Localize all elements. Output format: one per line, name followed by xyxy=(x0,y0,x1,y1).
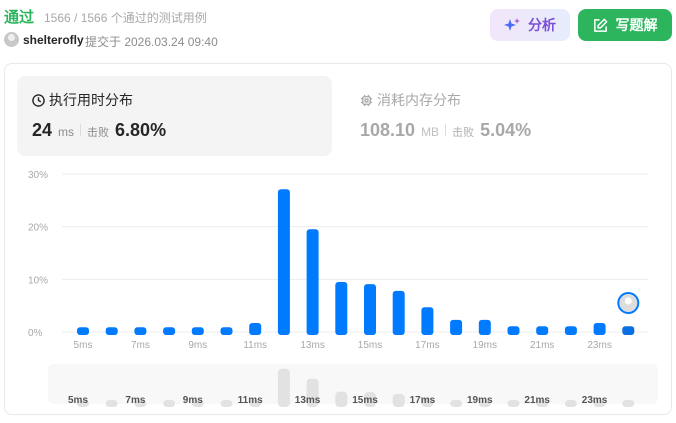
minimap-bar xyxy=(220,400,233,407)
bar xyxy=(191,327,204,335)
x-tick-label: 19ms xyxy=(473,340,497,351)
runtime-title: 执行用时分布 xyxy=(49,92,133,108)
x-tick-label: 23ms xyxy=(587,340,611,351)
minimap-bar xyxy=(249,400,262,407)
bar xyxy=(249,323,262,335)
minimap-bar xyxy=(163,400,176,407)
x-tick-label: 13ms xyxy=(300,340,324,351)
chart-range-slider[interactable] xyxy=(48,364,658,404)
analyze-label: 分析 xyxy=(528,17,556,33)
divider xyxy=(445,124,447,136)
memory-unit: MB xyxy=(421,125,440,139)
minimap-bar xyxy=(306,378,319,407)
bar xyxy=(507,326,520,335)
y-tick-label: 30% xyxy=(28,170,48,181)
x-tick-label: 15ms xyxy=(358,340,382,351)
y-tick-label: 0% xyxy=(28,328,43,339)
minimap-tick-label: 9ms xyxy=(183,395,203,406)
x-tick-label: 21ms xyxy=(530,340,554,351)
submitted-time: 提交于 2026.03.24 09:40 xyxy=(85,35,218,49)
write-solution-button[interactable]: 写题解 xyxy=(578,9,672,41)
x-tick-label: 5ms xyxy=(74,340,93,351)
minimap-tick-label: 7ms xyxy=(125,395,145,406)
bar xyxy=(134,327,147,335)
minimap-tick-label: 17ms xyxy=(410,395,436,406)
bar xyxy=(163,327,176,335)
memory-value: 108.10 xyxy=(360,120,416,140)
bar xyxy=(536,326,549,335)
runtime-value: 24 xyxy=(32,120,53,140)
bar xyxy=(105,327,118,335)
minimap-bar xyxy=(564,400,577,407)
sparkle-icon xyxy=(504,18,520,31)
chip-icon xyxy=(360,94,373,106)
runtime-unit: ms xyxy=(58,125,75,139)
minimap-bar xyxy=(507,400,520,407)
bar xyxy=(306,229,319,335)
runtime-beats: 6.80% xyxy=(115,120,167,140)
minimap-tick-label: 5ms xyxy=(68,395,88,406)
minimap-bar xyxy=(622,400,635,407)
runtime-tab[interactable]: 执行用时分布 24 ms 击败 6.80% xyxy=(17,76,332,156)
memory-tab[interactable]: 消耗内存分布 108.10 MB 击败 5.04% xyxy=(345,76,660,156)
minimap-bar xyxy=(593,400,606,407)
minimap-tick-label: 23ms xyxy=(582,395,608,406)
x-tick-label: 11ms xyxy=(243,340,267,351)
bar xyxy=(622,326,635,335)
bar xyxy=(220,327,233,335)
minimap-bar xyxy=(105,400,118,407)
bar xyxy=(593,323,606,335)
minimap-bar xyxy=(191,400,204,407)
analyze-button[interactable]: 分析 xyxy=(490,9,570,41)
avatar-head xyxy=(624,297,632,305)
avatar[interactable] xyxy=(4,32,19,47)
distribution-card xyxy=(4,63,672,415)
minimap-bar xyxy=(277,368,290,407)
minimap-tick-label: 11ms xyxy=(238,395,263,406)
minimap-bar xyxy=(364,392,376,407)
minimap-bar xyxy=(536,400,549,407)
minimap-bar xyxy=(392,393,405,407)
bar xyxy=(277,189,290,335)
minimap-bar xyxy=(421,397,434,407)
write-solution-label: 写题解 xyxy=(615,17,658,33)
x-tick-label: 17ms xyxy=(415,340,439,351)
minimap-tick-label: 19ms xyxy=(467,395,493,406)
runtime-beats-label: 击败 xyxy=(87,127,110,139)
minimap-tick-label: 21ms xyxy=(524,395,550,406)
bar xyxy=(364,284,376,335)
bar xyxy=(450,319,463,335)
y-tick-label: 10% xyxy=(28,275,48,286)
minimap-bar xyxy=(335,391,348,407)
minimap-bar xyxy=(134,400,147,407)
divider xyxy=(80,124,82,136)
x-tick-label: 7ms xyxy=(131,340,150,351)
minimap-tick-label: 15ms xyxy=(352,395,378,406)
status-label: 通过 xyxy=(4,9,35,26)
memory-beats: 5.04% xyxy=(480,120,532,140)
x-tick-label: 9ms xyxy=(188,340,207,351)
y-tick-label: 20% xyxy=(28,223,48,234)
bar xyxy=(478,319,491,335)
minimap-bar xyxy=(77,400,89,407)
minimap-tick-label: 13ms xyxy=(295,395,321,406)
memory-beats-label: 击败 xyxy=(452,127,475,139)
memory-title: 消耗内存分布 xyxy=(377,92,461,108)
minimap-bar xyxy=(450,400,463,407)
bar xyxy=(392,290,405,335)
bar xyxy=(335,281,348,335)
clock-icon xyxy=(32,93,45,107)
bar xyxy=(421,307,434,335)
test-case-count: 1566 / 1566 个通过的测试用例 xyxy=(44,11,207,25)
bar xyxy=(77,327,89,335)
username-link[interactable]: shelterofly xyxy=(23,33,84,47)
bar xyxy=(564,326,577,335)
edit-icon xyxy=(593,17,608,32)
minimap-bar xyxy=(478,400,491,407)
